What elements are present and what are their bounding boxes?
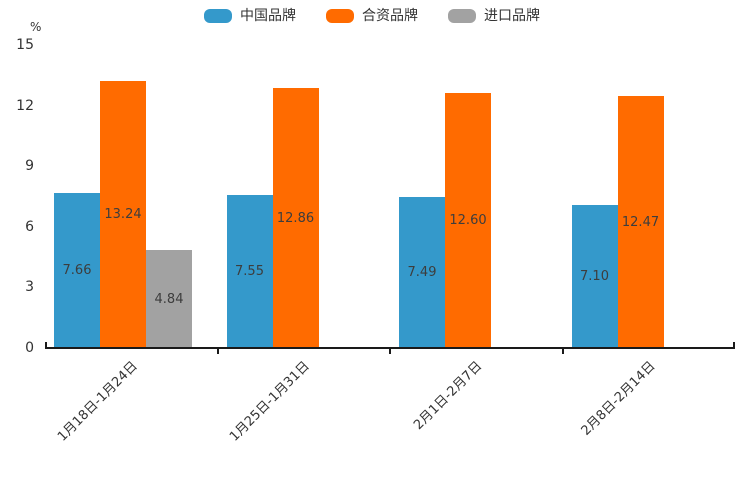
y-tick-label-12: 12 [16, 97, 34, 114]
bar-value-label: 12.60 [449, 213, 487, 229]
legend-item-进口品牌[interactable]: 进口品牌 [448, 7, 540, 25]
x-axis-label-2: 1月25日-1月31日 [227, 358, 314, 445]
bar-进口品牌-1: 4.84 [146, 250, 192, 348]
y-axis-unit-label: % [30, 20, 42, 34]
bar-value-label: 12.47 [621, 214, 660, 230]
axis-end-cap-1 [45, 342, 47, 347]
x-axis-line [45, 347, 735, 349]
bar-合资品牌-1: 13.24 [100, 80, 146, 348]
bar-中国品牌-3: 7.49 [399, 196, 445, 348]
bar-合资品牌-4: 12.47 [617, 96, 664, 348]
bar-value-label: 13.24 [104, 206, 142, 222]
y-tick-label-3: 3 [25, 279, 34, 296]
legend-swatch-icon [204, 9, 232, 23]
bar-value-label: 12.86 [276, 210, 315, 226]
legend-swatch-icon [448, 9, 476, 23]
x-axis-label-3: 2月1日-2月7日 [411, 358, 486, 433]
bar-value-label: 7.55 [235, 264, 264, 280]
y-tick-label-15: 15 [16, 37, 34, 53]
legend-label: 合资品牌 [362, 8, 418, 24]
bar-中国品牌-4: 7.10 [571, 204, 618, 348]
legend-swatch-icon [326, 9, 354, 23]
x-axis-tick-1 [216, 349, 219, 354]
x-axis-tick-3 [561, 349, 564, 354]
y-tick-label-9: 9 [25, 158, 34, 175]
bar-合资品牌-2: 12.86 [272, 88, 319, 348]
y-tick-label-0: 0 [25, 340, 34, 356]
bar-value-label: 7.10 [580, 268, 609, 284]
legend-label: 进口品牌 [484, 8, 540, 24]
legend-item-合资品牌[interactable]: 合资品牌 [326, 7, 418, 25]
y-tick-label-6: 6 [25, 218, 34, 235]
legend-item-中国品牌[interactable]: 中国品牌 [204, 7, 296, 25]
bar-value-label: 4.84 [154, 291, 184, 307]
bar-合资品牌-3: 12.60 [445, 93, 491, 348]
x-axis-label-4: 2月8日-2月14日 [578, 358, 659, 439]
bar-value-label: 7.49 [407, 264, 437, 280]
x-axis-label-1: 1月18日-1月24日 [54, 358, 141, 445]
axis-end-cap-2 [733, 342, 735, 347]
bar-中国品牌-2: 7.55 [226, 195, 273, 348]
legend: 中国品牌 合资品牌 进口品牌 [0, 7, 744, 25]
bar-中国品牌-1: 7.66 [54, 193, 100, 348]
x-axis-tick-2 [389, 349, 391, 354]
legend-label: 中国品牌 [240, 8, 296, 24]
bar-value-label: 7.66 [62, 263, 92, 279]
